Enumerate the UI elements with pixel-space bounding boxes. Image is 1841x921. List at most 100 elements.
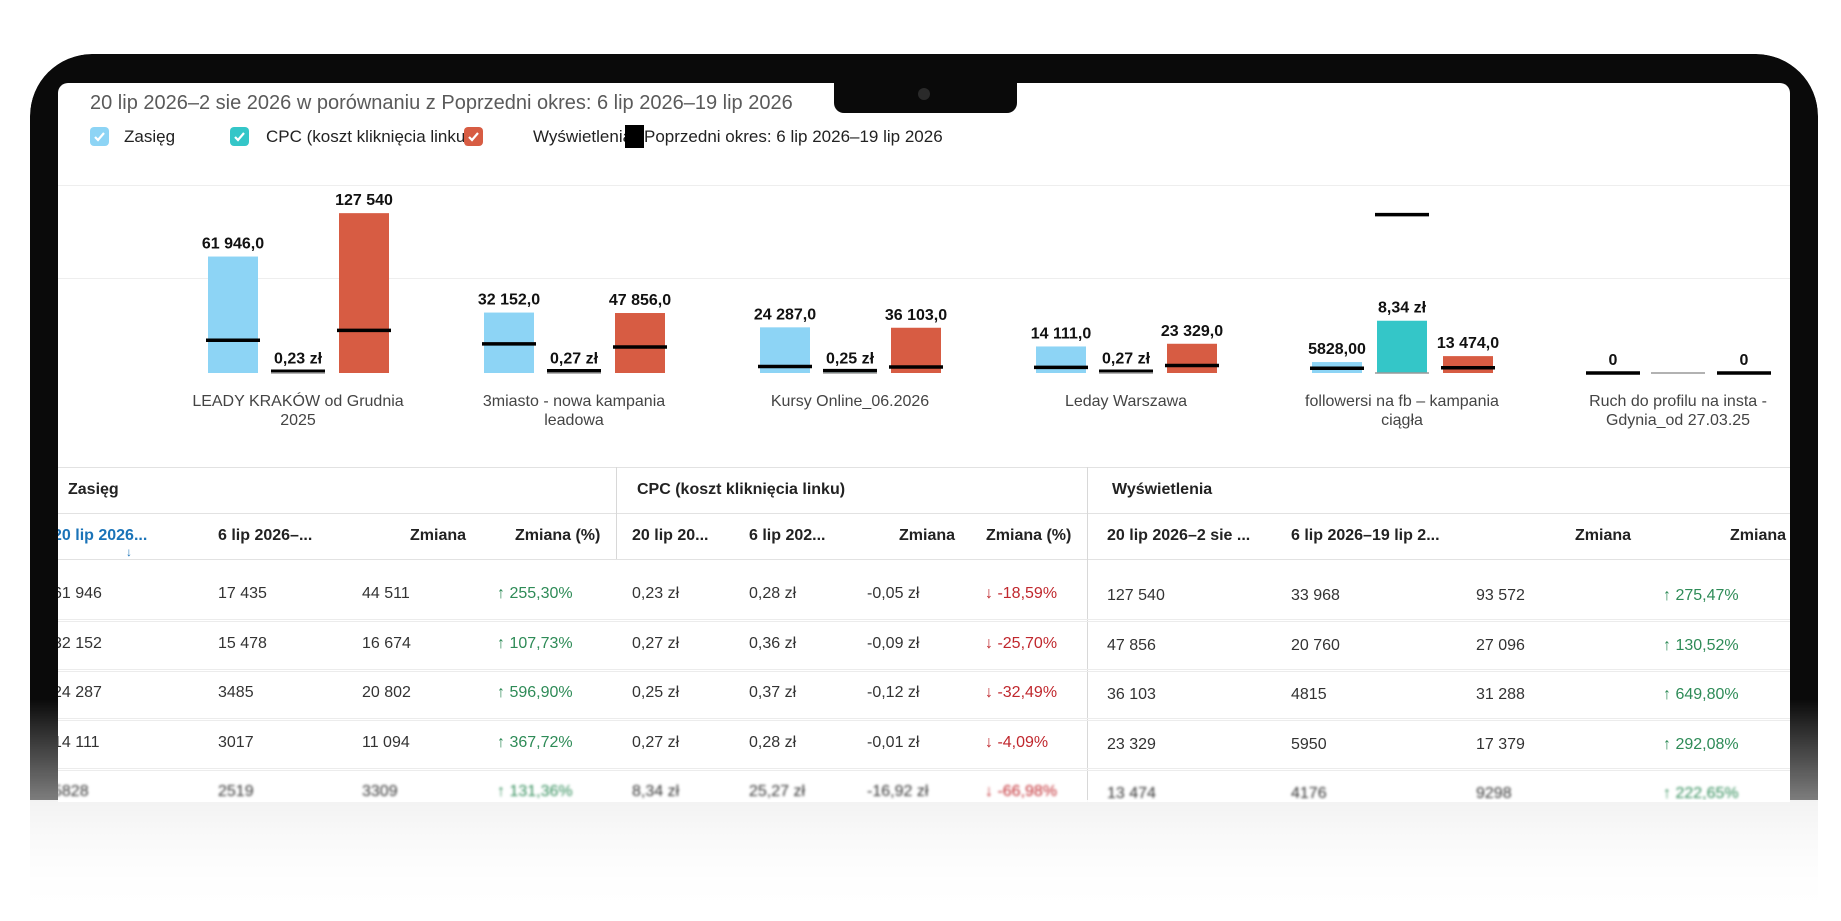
table-cell: 44 511	[362, 585, 410, 602]
column-header[interactable]: Zmiana	[1575, 527, 1632, 544]
camera	[918, 88, 930, 100]
grid-line	[58, 278, 1790, 279]
table-cell: -0,12 zł	[867, 684, 920, 701]
table-cell: ↓ -32,49%	[985, 684, 1058, 701]
column-header[interactable]: Zmiana	[410, 527, 467, 544]
table-cell: 17 435	[218, 585, 267, 602]
legend-checkbox[interactable]	[230, 127, 249, 146]
table-cell: 0,28 zł	[749, 733, 797, 751]
table-title: Zasięg	[68, 481, 119, 498]
column-header[interactable]: 20 lip 20...	[632, 527, 709, 544]
table-cell: 4176	[1291, 785, 1327, 802]
table-title: Wyświetlenia	[1112, 481, 1213, 498]
table-cell: 3485	[218, 684, 254, 701]
table-cell: 0,28 zł	[749, 585, 797, 602]
row-divider	[58, 718, 1790, 719]
table-cell: 15 478	[218, 634, 267, 652]
data-label: 47 856,0	[609, 292, 671, 309]
data-label: 36 103,0	[885, 307, 947, 324]
legend-label: Zasięg	[124, 127, 176, 146]
column-header[interactable]: 6 lip 202...	[749, 527, 826, 544]
bar	[1167, 343, 1217, 373]
table-cell: 0,36 zł	[749, 634, 797, 652]
sort-icon[interactable]: ↓	[126, 545, 132, 559]
data-label: 24 287,0	[754, 306, 816, 323]
table-cell: 20 760	[1291, 636, 1340, 654]
table-cell: 5950	[1291, 735, 1327, 753]
bar	[339, 213, 389, 373]
divider	[616, 467, 617, 559]
data-label: 0,27 zł	[550, 350, 599, 367]
divider	[58, 467, 1790, 468]
table-cell: ↑ 107,73%	[497, 634, 573, 652]
legend-label: CPC (koszt kliknięcia linku)	[266, 127, 471, 146]
bar	[615, 313, 665, 373]
table-cell: 9298	[1476, 785, 1512, 802]
table-cell: 3017	[218, 733, 254, 751]
data-label: 0	[1609, 352, 1618, 369]
category-label: 3miasto - nowa kampania leadowa	[482, 393, 666, 429]
table-cell: 0,25 zł	[632, 684, 680, 701]
table-cell: 47 856	[1107, 636, 1156, 654]
table-cell: ↓ -18,59%	[985, 585, 1058, 602]
table-cell: 20 802	[362, 684, 411, 701]
table-title: CPC (koszt kliknięcia linku)	[637, 481, 846, 498]
check	[468, 132, 479, 142]
table-cell: 27 096	[1476, 636, 1525, 654]
table-cell: -0,09 zł	[867, 634, 920, 652]
table-cell: 32 152	[58, 634, 102, 652]
category-label: followersi na fb – kampania ciągła	[1305, 393, 1499, 429]
table-cell: ↑ 596,90%	[497, 684, 573, 701]
column-header[interactable]: 6 lip 2026–19 lip 2...	[1291, 527, 1440, 544]
column-header[interactable]: Zmiana (%)	[986, 527, 1072, 544]
data-label: 23 329,0	[1161, 323, 1223, 340]
table-cell: ↑ 255,30%	[497, 585, 573, 602]
legend-swatch	[625, 125, 644, 148]
row-divider	[58, 670, 1790, 672]
column-header[interactable]: 20 lip 2026–2 sie ...	[1107, 527, 1251, 544]
bar	[1377, 320, 1427, 373]
legend-checkbox[interactable]	[464, 127, 483, 146]
divider	[58, 513, 1790, 514]
data-label: 14 111,0	[1031, 325, 1092, 342]
bar	[208, 256, 258, 373]
table-cell: ↑ 222,65%	[1663, 785, 1739, 802]
table-cell: 0,23 zł	[632, 585, 680, 602]
data-label: 127 540	[335, 192, 393, 209]
divider	[1087, 467, 1088, 802]
row-divider	[58, 720, 1790, 721]
category-label: Leday Warszawa	[1064, 393, 1188, 410]
data-label: 0,23 zł	[274, 351, 323, 368]
table-cell: ↓ -66,98%	[985, 783, 1058, 800]
table-cell: ↑ 131,36%	[497, 783, 573, 800]
table-cell: 8,34 zł	[632, 783, 680, 800]
table-cell: 3309	[362, 783, 398, 800]
table-cell: 31 288	[1476, 686, 1525, 703]
bar	[1443, 356, 1493, 373]
data-label: 0	[1740, 352, 1749, 369]
legend-checkbox[interactable]	[90, 127, 109, 146]
bottom-fade	[0, 800, 1841, 921]
table-cell: 2519	[218, 783, 254, 800]
screen: 20 lip 2026–2 sie 2026 w porównaniu z Po…	[58, 83, 1790, 802]
table-cell: ↑ 292,08%	[1663, 735, 1739, 753]
column-header[interactable]: Zmiana (%)	[515, 527, 601, 544]
table-cell: 14 111	[58, 733, 100, 751]
table-cell: ↓ -25,70%	[985, 634, 1058, 652]
legend-label: Wyświetlenia	[533, 127, 633, 146]
table-cell: 24 287	[58, 684, 102, 701]
data-label: 8,34 zł	[1378, 300, 1427, 317]
table-cell: 13 474	[1107, 785, 1156, 802]
row-divider	[58, 619, 1790, 620]
column-header[interactable]: 6 lip 2026–...	[218, 527, 313, 544]
table-cell: -16,92 zł	[867, 783, 929, 800]
column-header[interactable]: Zmiana	[899, 527, 956, 544]
table-cell: 4815	[1291, 686, 1327, 703]
category-label: Ruch do profilu na insta - Gdynia_od 27.…	[1589, 393, 1767, 429]
table-cell: 5828	[58, 783, 89, 800]
data-label: 0,25 zł	[826, 350, 875, 367]
table-cell: ↓ -4,09%	[985, 733, 1049, 751]
column-header[interactable]: Zmiana	[1730, 527, 1787, 544]
column-header[interactable]: 20 lip 2026...	[58, 527, 148, 544]
row-divider	[58, 769, 1790, 771]
